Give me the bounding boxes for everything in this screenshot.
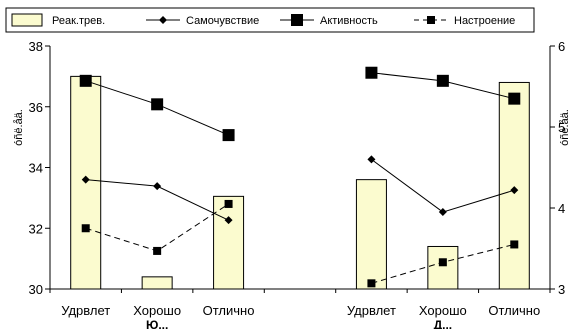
x-tick-label: Хорошо xyxy=(133,303,181,318)
point-square-small xyxy=(225,200,233,208)
bar xyxy=(356,180,386,289)
x-tick-label: Отлично xyxy=(488,303,540,318)
bar xyxy=(214,196,244,289)
bar xyxy=(142,277,172,289)
y-tick-label-left: 34 xyxy=(29,161,43,176)
y-tick-label-left: 36 xyxy=(29,100,43,115)
legend-swatch-bar xyxy=(12,14,42,26)
point-square xyxy=(80,75,92,87)
y-axis-title-right: óñë.åä. xyxy=(559,109,571,146)
y-tick-label-left: 30 xyxy=(29,282,43,297)
point-square xyxy=(223,129,235,141)
x-tick-label: Хорошо xyxy=(419,303,467,318)
point-square xyxy=(437,75,449,87)
point-square xyxy=(151,98,163,110)
point-diamond xyxy=(439,208,447,216)
y-tick-label-right: 6 xyxy=(558,39,565,54)
group-label: Ю... xyxy=(146,318,168,329)
bar xyxy=(499,82,529,289)
point-diamond xyxy=(367,155,375,163)
point-square-small xyxy=(439,258,447,266)
y-tick-label-right: 3 xyxy=(558,282,565,297)
legend: Реак.трев. Самочувствие Активность Настроен… xyxy=(6,8,534,32)
point-diamond xyxy=(153,182,161,190)
point-square-small xyxy=(427,16,435,24)
y-tick-label-left: 32 xyxy=(29,221,43,236)
legend-label: Самочувствие xyxy=(186,15,259,27)
point-square-small xyxy=(153,247,161,255)
legend-label: Активность xyxy=(320,15,378,27)
point-square xyxy=(365,67,377,79)
point-square xyxy=(291,14,303,26)
point-square-small xyxy=(367,279,375,287)
point-square-small xyxy=(510,240,518,248)
series-line xyxy=(371,159,514,212)
series-line xyxy=(86,204,229,251)
point-square-small xyxy=(82,224,90,232)
x-tick-label: Удрвлет xyxy=(61,303,110,318)
bar-series xyxy=(71,76,530,289)
legend-label: Реак.трев. xyxy=(52,15,105,27)
legend-label: Настроение xyxy=(454,15,515,27)
group-label: Д... xyxy=(434,318,453,329)
x-tick-label: Удрвлет xyxy=(347,303,396,318)
point-square xyxy=(508,93,520,105)
bar xyxy=(428,246,458,289)
y-tick-label-right: 4 xyxy=(558,201,565,216)
x-tick-label: Отлично xyxy=(203,303,255,318)
y-axis-title-left: óñë.åä. xyxy=(13,109,25,146)
y-tick-label-left: 38 xyxy=(29,39,43,54)
